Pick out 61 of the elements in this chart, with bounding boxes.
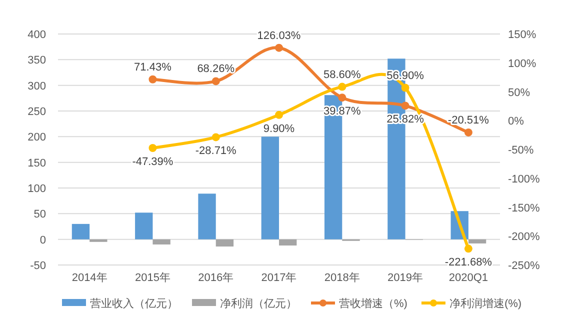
- y-tick-label: 0: [40, 234, 46, 246]
- y-tick-label: 200: [28, 132, 46, 144]
- bar: [468, 239, 486, 244]
- legend-label: 净利润增速(%): [449, 297, 522, 310]
- point: [464, 244, 472, 253]
- point: [338, 94, 346, 102]
- y2-tick-label: 0%: [508, 116, 524, 128]
- x-tick-label: 2014年: [72, 272, 108, 284]
- y2-tick-label: -200%: [508, 231, 540, 244]
- y2-tick-label: 150%: [508, 29, 536, 41]
- y-tick-label: 400: [28, 29, 46, 41]
- y-tick-label: 50: [34, 208, 46, 221]
- data-label: -221.68%: [444, 256, 492, 269]
- point: [148, 144, 157, 152]
- y2-tick-label: 50%: [508, 86, 530, 99]
- data-label: 71.43%: [134, 61, 172, 74]
- x-tick-label: 2018年: [324, 272, 360, 284]
- point: [464, 128, 472, 136]
- legend-label: 营业收入（亿元）: [90, 297, 178, 310]
- data-label: 9.90%: [263, 122, 295, 135]
- y2-tick-label: -250%: [508, 260, 540, 272]
- point: [338, 82, 346, 91]
- bar: [279, 239, 297, 246]
- point: [275, 44, 283, 52]
- bar: [198, 194, 216, 240]
- y-tick-label: 300: [28, 80, 46, 92]
- point: [275, 110, 283, 119]
- y2-tick-label: -100%: [508, 173, 540, 186]
- point: [148, 75, 157, 84]
- x-tick-label: 2017年: [261, 272, 297, 284]
- point: [401, 102, 410, 110]
- y2-tick-label: 100%: [508, 58, 536, 70]
- x-tick-label: 2015年: [134, 272, 170, 284]
- data-label: 25.82%: [386, 114, 424, 126]
- y-tick-label: 150: [28, 157, 46, 170]
- legend-label: 净利润（亿元）: [220, 297, 297, 310]
- point: [212, 133, 220, 142]
- data-label: 58.60%: [323, 68, 362, 81]
- bar: [135, 212, 153, 240]
- bar: [72, 224, 90, 240]
- legend-label: 营收增速（%): [339, 297, 408, 310]
- data-label: 126.03%: [257, 30, 301, 42]
- x-tick-label: 2019年: [388, 272, 424, 284]
- point: [212, 77, 220, 86]
- data-label: -47.39%: [132, 156, 174, 168]
- y2-tick-label: -150%: [508, 202, 540, 214]
- x-tick-label: 2020Q1: [448, 272, 488, 284]
- bar: [152, 239, 170, 244]
- data-label: -20.51%: [448, 114, 490, 126]
- data-label: 68.26%: [197, 63, 235, 76]
- data-label: -28.71%: [195, 145, 237, 158]
- point: [401, 84, 410, 92]
- bar: [90, 239, 108, 242]
- bar: [261, 136, 279, 240]
- y-tick-label: 100: [28, 183, 46, 195]
- y-tick-label: 350: [28, 54, 46, 67]
- y-tick-label: 250: [28, 106, 46, 118]
- y2-tick-label: -50%: [508, 144, 534, 156]
- x-tick-label: 2016年: [198, 272, 234, 284]
- y-tick-label: -50: [30, 260, 46, 272]
- bar: [216, 239, 234, 247]
